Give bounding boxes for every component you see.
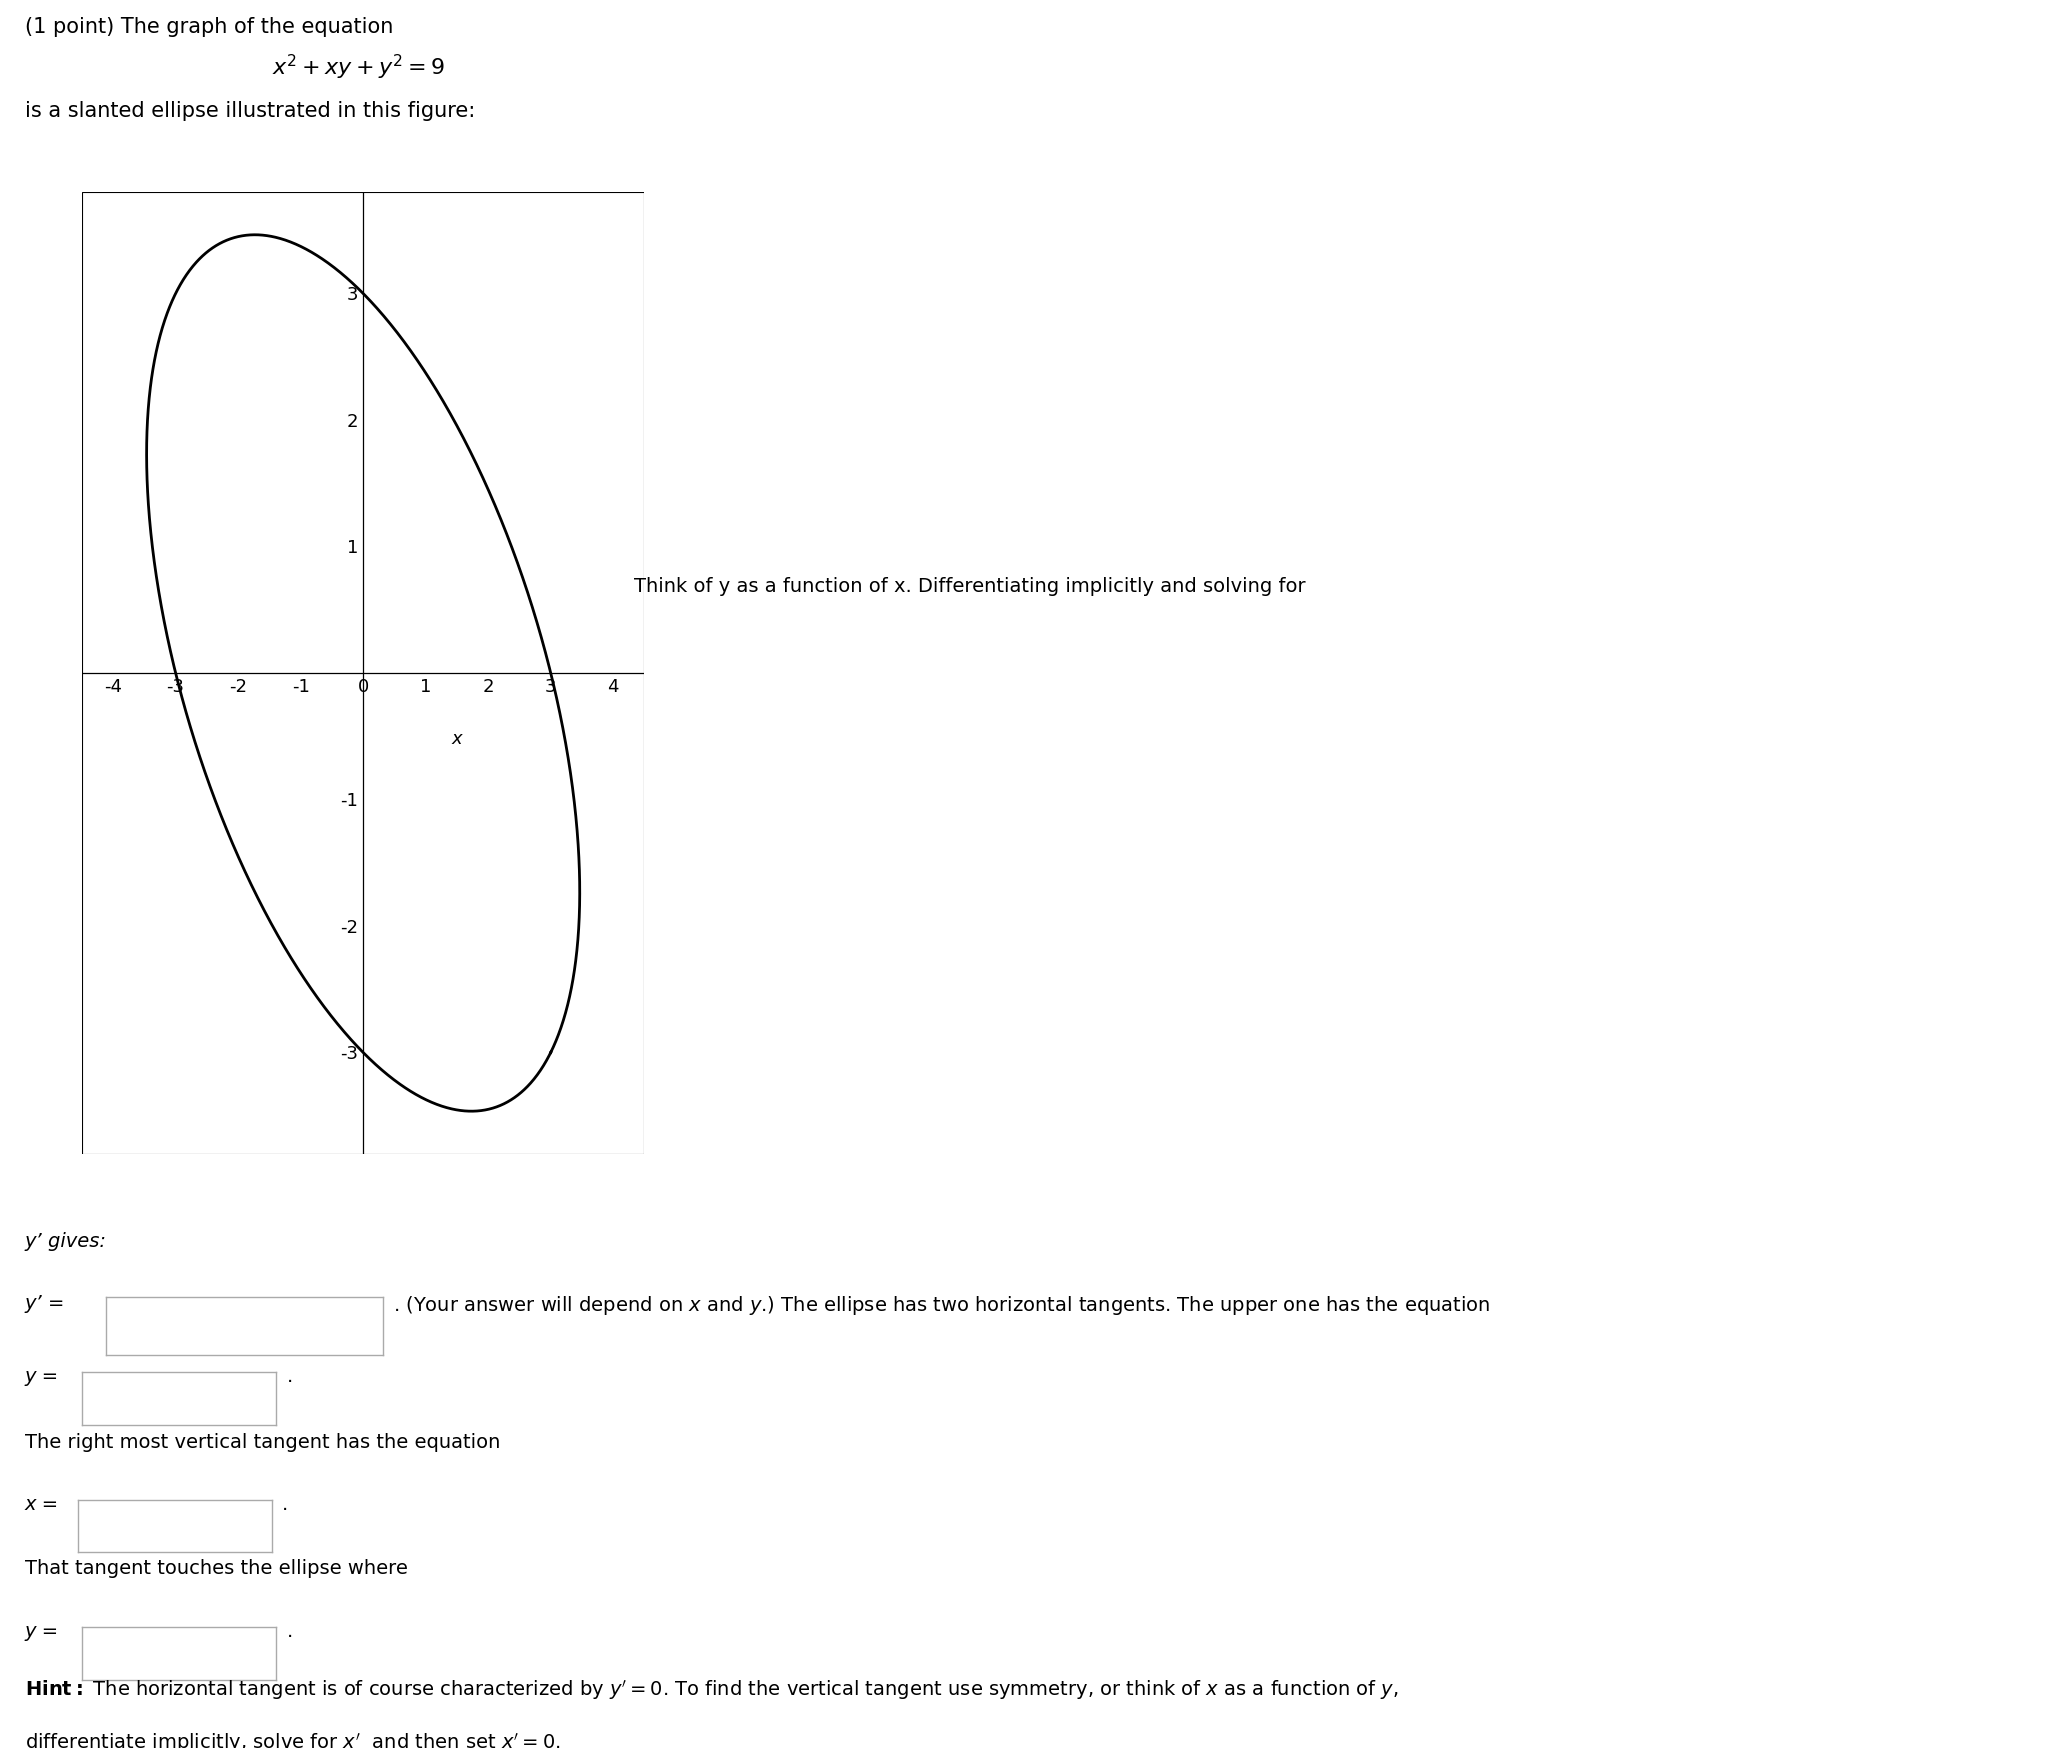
Text: That tangent touches the ellipse where: That tangent touches the ellipse where: [25, 1559, 407, 1578]
Text: differentiate implicitly, solve for $x'$  and then set $x' = 0$.: differentiate implicitly, solve for $x'$…: [25, 1731, 561, 1748]
Text: The right most vertical tangent has the equation: The right most vertical tangent has the …: [25, 1433, 499, 1453]
Text: y =: y =: [25, 1622, 59, 1641]
Text: Think of y as a function of x. Differentiating implicitly and solving for: Think of y as a function of x. Different…: [634, 577, 1305, 596]
Text: y’ gives:: y’ gives:: [25, 1232, 106, 1252]
Text: .: .: [282, 1495, 288, 1514]
Bar: [82, 192, 644, 1154]
Text: . (Your answer will depend on $x$ and $y$.) The ellipse has two horizontal tange: . (Your answer will depend on $x$ and $y…: [393, 1294, 1489, 1316]
Text: $\mathbf{Hint:}$ The horizontal tangent is of course characterized by $y' = 0$. : $\mathbf{Hint:}$ The horizontal tangent …: [25, 1678, 1397, 1703]
Text: $x^2 + xy + y^2 = 9$: $x^2 + xy + y^2 = 9$: [272, 52, 444, 82]
Text: y’ =: y’ =: [25, 1294, 65, 1313]
Text: is a slanted ellipse illustrated in this figure:: is a slanted ellipse illustrated in this…: [25, 101, 475, 121]
Text: x =: x =: [25, 1495, 59, 1514]
Text: .: .: [286, 1622, 293, 1641]
Text: (1 point) The graph of the equation: (1 point) The graph of the equation: [25, 17, 393, 37]
Text: .: .: [286, 1367, 293, 1386]
Text: y =: y =: [25, 1367, 59, 1386]
Text: x: x: [452, 731, 462, 748]
